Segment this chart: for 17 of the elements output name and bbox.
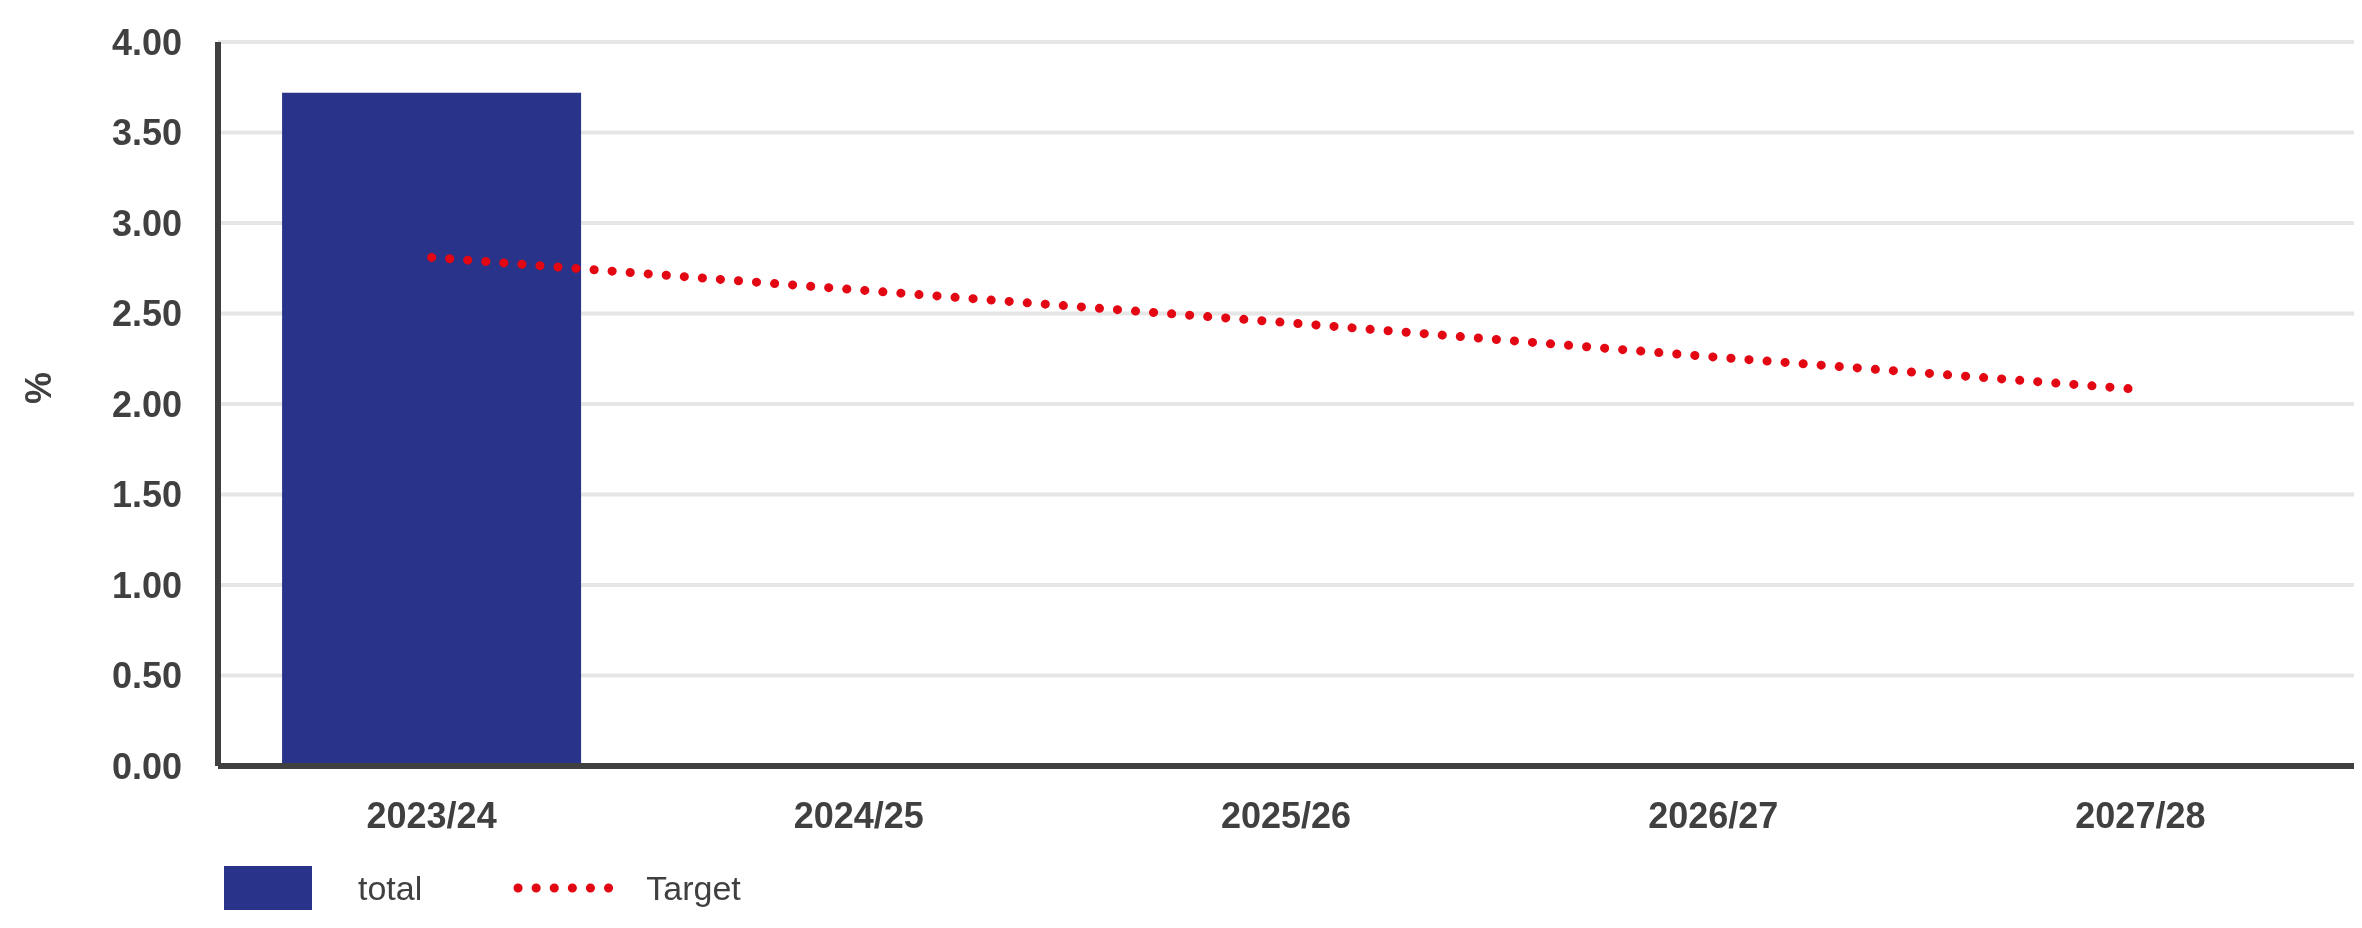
x-tick-label: 2025/26 xyxy=(1220,794,1352,836)
y-tick-label: 4.00 xyxy=(111,21,182,63)
x-tick-label: 2027/28 xyxy=(2075,794,2206,836)
y-tick-label: 2.00 xyxy=(111,383,182,425)
y-tick-label: 3.50 xyxy=(111,112,182,154)
legend-label: total xyxy=(358,868,423,908)
legend-label: Target xyxy=(646,868,741,908)
y-tick-label: 0.50 xyxy=(111,655,182,697)
y-tick-label: 1.50 xyxy=(111,474,182,516)
y-tick-label: 1.00 xyxy=(111,564,182,606)
y-axis-title: % xyxy=(17,371,59,404)
x-tick-label: 2023/24 xyxy=(366,794,497,836)
x-tick-label: 2026/27 xyxy=(1648,794,1779,836)
y-tick-label: 2.50 xyxy=(111,293,182,335)
y-tick-label: 0.00 xyxy=(111,745,182,787)
y-tick-label: 3.00 xyxy=(111,202,182,244)
x-tick-label: 2024/25 xyxy=(793,794,924,836)
